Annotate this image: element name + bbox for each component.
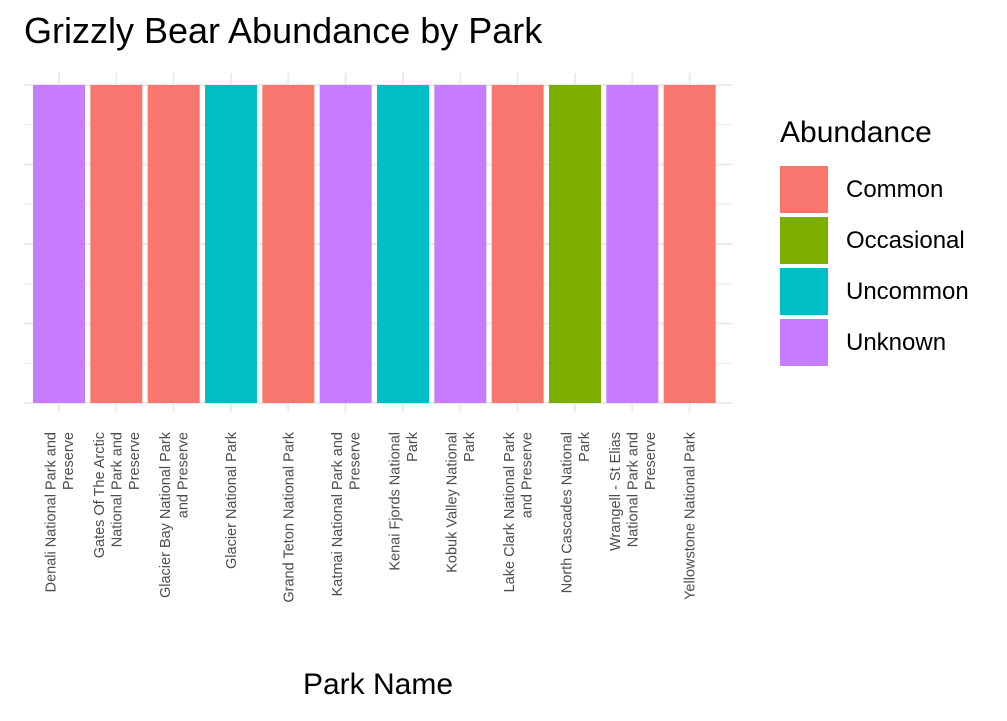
bar-11 <box>606 85 659 403</box>
x-axis-title: Park Name <box>302 668 454 701</box>
legend-item-uncommon: Uncommon <box>780 266 969 317</box>
x-tick-label-line: Gates Of The Arctic <box>92 432 108 558</box>
x-tick-label-line: National Park and <box>625 432 641 547</box>
bars <box>33 85 716 403</box>
x-tick-label-line: Preserve <box>347 432 363 490</box>
x-tick-label: Kenai Fjords National Park <box>387 431 421 570</box>
x-tick-label-line: Park <box>577 431 593 462</box>
x-tick-label-line: Yellowstone National Park <box>683 431 699 600</box>
legend-label-common: Common <box>846 175 944 203</box>
bar-10 <box>549 85 601 403</box>
x-tick-label: Wrangell - St Elias National Park and Pres… <box>608 432 659 551</box>
x-tick-label: Denali National Park and Preserve <box>43 432 76 592</box>
x-tick-label-line: Grand Teton National Park <box>281 431 297 602</box>
x-tick-label-line: National Park and <box>109 432 125 547</box>
x-tick-label-line: Park <box>462 431 478 462</box>
x-tick-label: Glacier Bay National Park and Preserve <box>158 431 192 598</box>
x-tick-label-line: Kenai Fjords National <box>387 432 403 571</box>
x-tick-label-line: Lake Clark National Park <box>502 431 518 592</box>
x-tick-label: North Cascades National Park <box>559 431 593 593</box>
x-tick-label-line: and Preserve <box>175 432 191 518</box>
bar-6 <box>319 85 372 403</box>
x-tick-label-line: Glacier Bay National Park <box>158 431 174 598</box>
x-tick-label-line: and Preserve <box>519 432 535 518</box>
x-tick-label: Kobuk Valley National Park <box>445 431 479 573</box>
x-tick-label-line: Preserve <box>643 432 659 490</box>
x-tick-label-line: Wrangell - St Elias <box>608 432 624 551</box>
bar-12 <box>663 85 716 403</box>
bar-1 <box>33 85 85 403</box>
x-tick-label-line: Park <box>405 431 421 462</box>
legend: Abundance Common Occasional Uncommon Unk… <box>780 116 969 368</box>
bar-5 <box>262 85 315 403</box>
x-tick-label-line: Kobuk Valley National <box>445 432 461 573</box>
bar-7 <box>377 85 429 403</box>
x-tick-label-line: Denali National Park and <box>43 432 59 592</box>
bar-3 <box>147 85 200 403</box>
legend-label-uncommon: Uncommon <box>846 277 969 305</box>
legend-label-occasional: Occasional <box>846 226 965 254</box>
legend-item-common: Common <box>780 164 969 215</box>
x-tick-label: Katmai National Park and Preserve <box>330 432 364 596</box>
x-tick-label-line: Preserve <box>61 432 77 490</box>
x-tick-label: Gates Of The ArcticNational Park and Pres… <box>92 432 143 558</box>
bar-8 <box>434 85 487 403</box>
bar-9 <box>491 85 544 403</box>
legend-key-occasional <box>780 217 828 264</box>
x-tick-label: Grand Teton National Park <box>281 431 297 602</box>
bar-4 <box>205 85 257 403</box>
legend-item-unknown: Unknown <box>780 317 969 368</box>
x-tick-labels: Denali National Park and Preserve Gates Of… <box>43 431 698 602</box>
x-tick-label-line: Preserve <box>127 432 143 490</box>
x-tick-label-line: Glacier National Park <box>224 431 240 569</box>
x-tick-label: Lake Clark National Park and Preserve <box>502 431 536 592</box>
legend-key-uncommon <box>780 268 828 315</box>
chart-title: Grizzly Bear Abundance by Park <box>24 10 543 51</box>
legend-item-occasional: Occasional <box>780 215 969 266</box>
legend-key-common <box>780 166 828 213</box>
x-tick-label-line: Katmai National Park and <box>330 432 346 596</box>
bar-2 <box>90 85 143 403</box>
x-tick-label: Glacier National Park <box>224 431 240 569</box>
legend-title: Abundance <box>780 116 932 149</box>
x-tick-label: Yellowstone National Park <box>683 431 699 600</box>
legend-label-unknown: Unknown <box>846 328 947 356</box>
x-tick-label-line: North Cascades National <box>559 432 575 593</box>
legend-key-unknown <box>780 319 828 366</box>
